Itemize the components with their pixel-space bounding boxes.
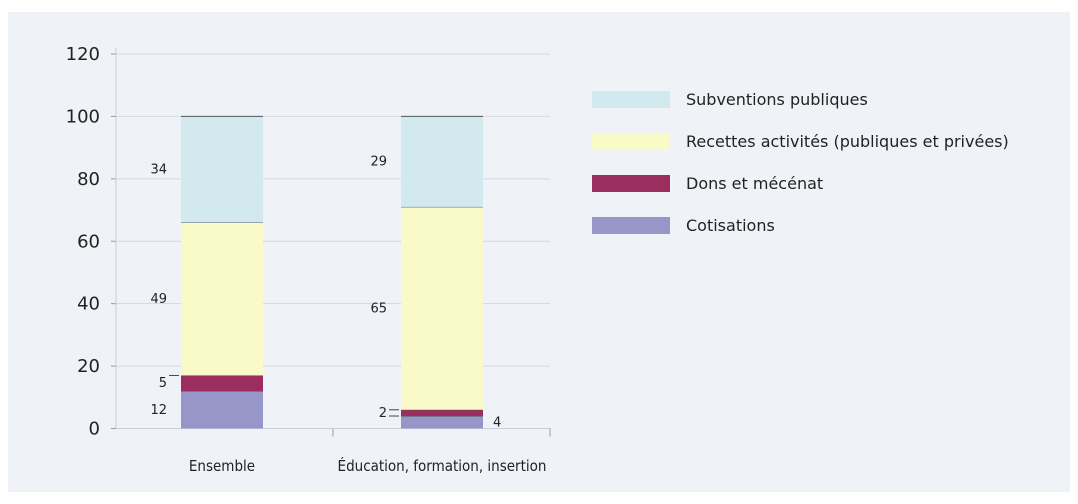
data-label: 5 bbox=[159, 376, 167, 391]
data-label: 2 bbox=[379, 406, 387, 421]
legend-label: Subventions publiques bbox=[686, 89, 868, 109]
data-label: 65 bbox=[370, 301, 387, 316]
bar-segment-subventions-publiques bbox=[401, 116, 483, 207]
bar-segment-cotisations bbox=[401, 416, 483, 429]
legend-swatch bbox=[592, 90, 670, 108]
x-category-label: Ensemble bbox=[189, 457, 255, 475]
data-label: 4 bbox=[493, 415, 501, 430]
legend-item: Subventions publiques bbox=[592, 78, 1009, 120]
bar-segment-dons-et-m-c-nat bbox=[181, 375, 263, 392]
legend-item: Recettes activités (publiques et privées… bbox=[592, 120, 1009, 162]
legend-swatch bbox=[592, 132, 670, 150]
bar-segment-recettes-activit-s-publiques-et-priv-es- bbox=[401, 206, 483, 410]
y-tick-label: 20 bbox=[77, 356, 100, 377]
legend-swatch bbox=[592, 216, 670, 234]
x-category-label: Éducation, formation, insertion bbox=[338, 456, 547, 475]
legend-swatch bbox=[592, 174, 670, 192]
legend-label: Cotisations bbox=[686, 215, 775, 235]
y-tick-label: 80 bbox=[77, 169, 100, 190]
data-label: 29 bbox=[370, 155, 387, 170]
y-tick-label: 60 bbox=[77, 231, 100, 252]
legend-item: Cotisations bbox=[592, 204, 1009, 246]
bar-segment-dons-et-m-c-nat bbox=[401, 409, 483, 417]
data-label: 12 bbox=[150, 403, 167, 418]
data-label: 49 bbox=[150, 292, 167, 307]
bars bbox=[181, 115, 483, 429]
axes: 0 20 40 60 80 100 120 Ensemble Éducation, format… bbox=[66, 44, 551, 475]
y-tick-label: 100 bbox=[66, 106, 100, 127]
data-labels: 12 5 49 34 4 2 65 29 bbox=[150, 155, 501, 431]
data-label: 34 bbox=[150, 162, 167, 177]
bar-segment-recettes-activit-s-publiques-et-priv-es- bbox=[181, 222, 263, 376]
y-tick-label: 120 bbox=[66, 44, 100, 65]
legend: Subventions publiques Recettes activités … bbox=[592, 78, 1009, 246]
y-tick-label: 0 bbox=[89, 419, 100, 440]
bar-segment-subventions-publiques bbox=[181, 116, 263, 223]
legend-label: Dons et mécénat bbox=[686, 173, 824, 193]
bar-segment-cotisations bbox=[181, 391, 263, 429]
y-tick-label: 40 bbox=[77, 294, 100, 315]
legend-label: Recettes activités (publiques et privées… bbox=[686, 131, 1009, 151]
legend-item: Dons et mécénat bbox=[592, 162, 1009, 204]
